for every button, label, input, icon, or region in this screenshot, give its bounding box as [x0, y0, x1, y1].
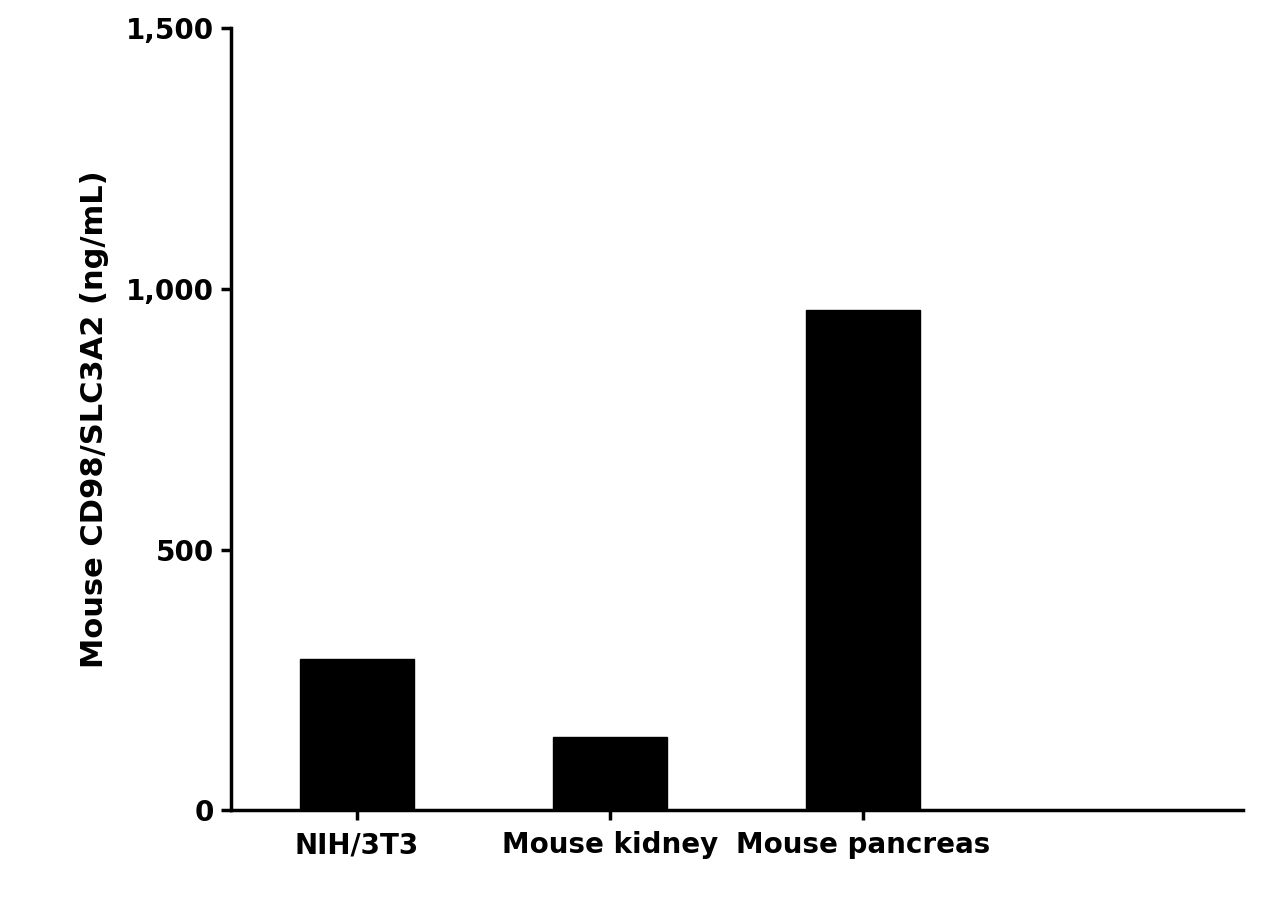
Bar [553, 738, 667, 810]
Bar [806, 310, 920, 810]
Y-axis label: Mouse CD98/SLC3A2 (ng/mL): Mouse CD98/SLC3A2 (ng/mL) [81, 170, 109, 668]
Bar [300, 659, 414, 810]
